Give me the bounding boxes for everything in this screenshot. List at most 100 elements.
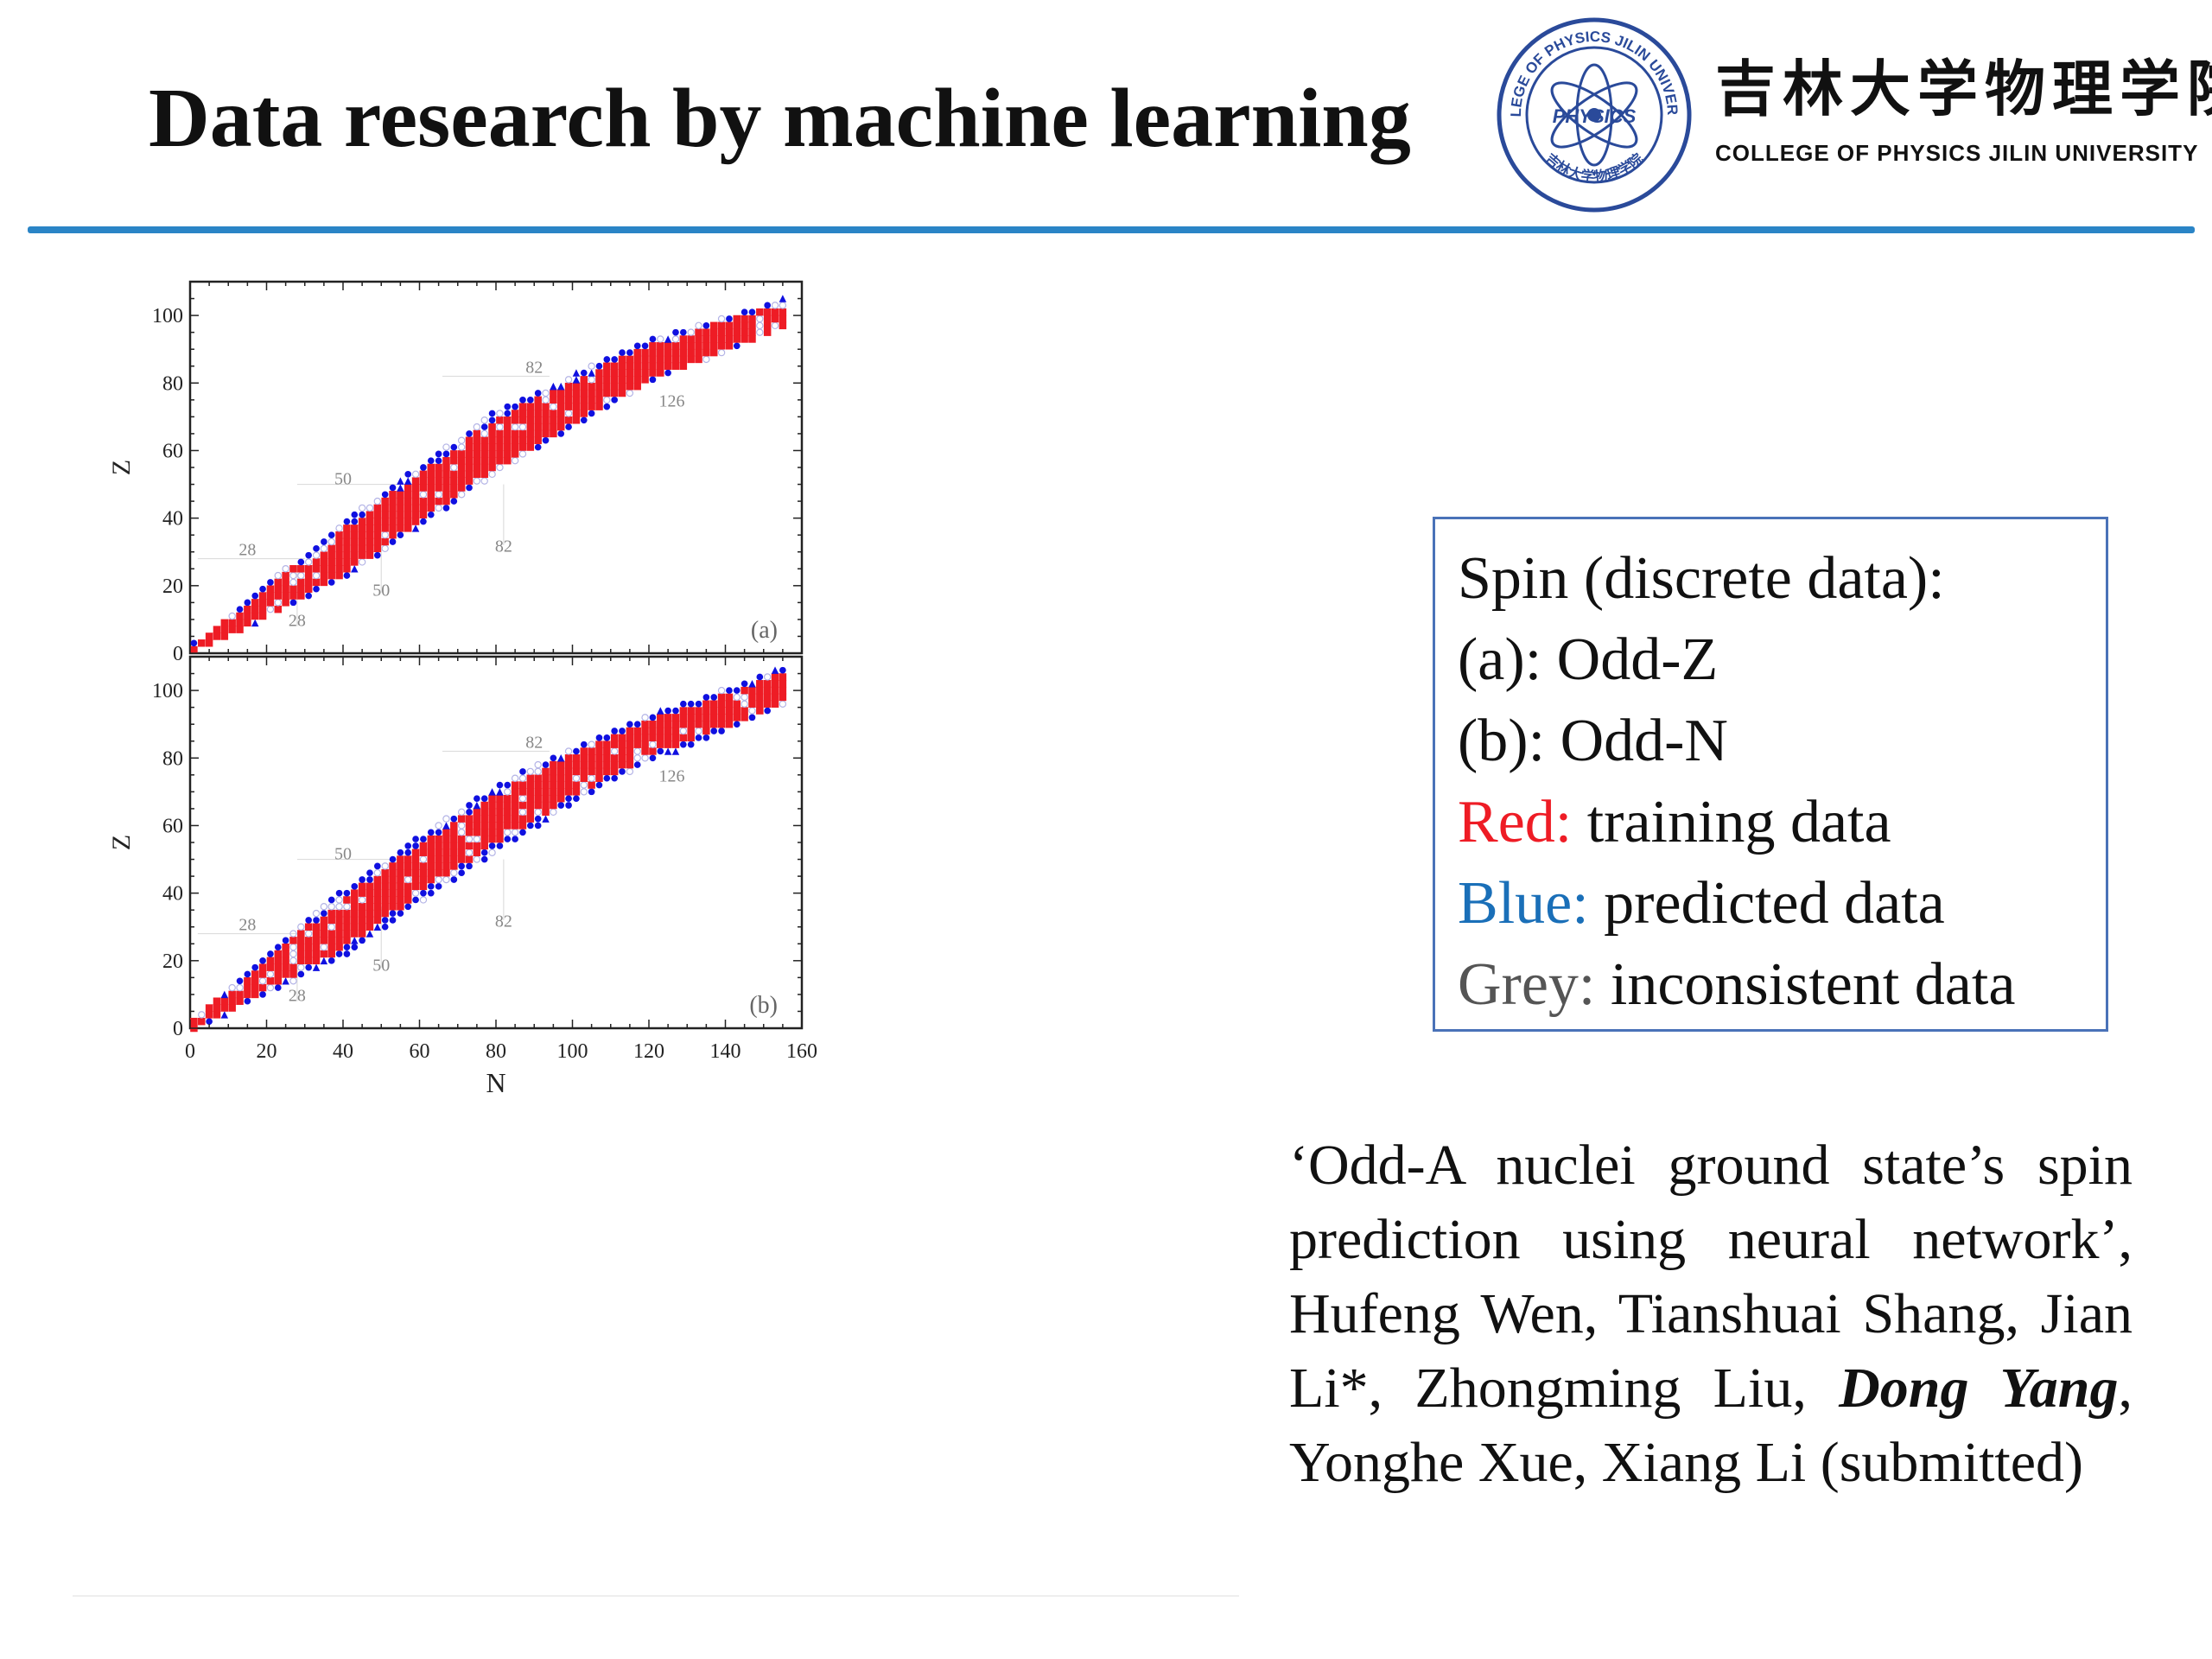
legend-red-label: Red: [1458, 789, 1573, 855]
training-point [450, 491, 458, 499]
magic-number-label: 28 [238, 541, 256, 560]
training-point [335, 909, 343, 918]
training-point [381, 875, 389, 884]
training-point [702, 348, 710, 357]
magic-number-label: 50 [334, 470, 352, 489]
training-point [695, 328, 702, 336]
training-point [550, 410, 557, 417]
inconsistent-point [236, 983, 244, 992]
training-point [282, 592, 289, 600]
y-tick-label: 100 [152, 305, 183, 327]
predicted-point [251, 963, 259, 971]
training-point [465, 477, 474, 485]
predicted-point [404, 477, 412, 485]
training-point [480, 822, 488, 830]
training-point [411, 868, 420, 877]
training-point [473, 822, 481, 830]
training-point [297, 565, 305, 573]
predicted-point [236, 606, 244, 613]
predicted-point [335, 889, 343, 897]
training-point [373, 524, 382, 532]
training-point [610, 382, 619, 391]
inconsistent-point [282, 565, 289, 573]
training-point [236, 612, 244, 620]
panel-label: (a) [751, 617, 778, 644]
predicted-point [580, 369, 588, 377]
inconsistent-point [518, 774, 527, 782]
training-point [389, 862, 397, 870]
training-point [274, 585, 283, 593]
training-point [419, 882, 428, 891]
predicted-point [726, 687, 733, 694]
predicted-point [573, 747, 580, 755]
training-point [419, 477, 428, 485]
training-point [320, 558, 328, 566]
training-point [282, 571, 289, 580]
training-point [603, 389, 611, 397]
training-point [725, 335, 734, 343]
training-point [473, 849, 481, 856]
inconsistent-point [671, 335, 680, 343]
training-point [633, 376, 641, 384]
predicted-point [450, 443, 458, 451]
predicted-point [542, 761, 550, 768]
training-point [542, 781, 550, 789]
training-point [534, 410, 542, 417]
training-point [542, 416, 550, 424]
training-point [251, 599, 259, 607]
inconsistent-point [297, 923, 305, 931]
training-point [641, 720, 649, 728]
training-point [618, 355, 626, 364]
predicted-point [251, 592, 259, 600]
training-point [304, 923, 313, 931]
predicted-point [619, 728, 626, 734]
training-point [511, 450, 519, 458]
training-point [679, 335, 688, 343]
training-point [473, 829, 481, 836]
y-tick-label: 80 [162, 747, 183, 770]
training-point [664, 355, 672, 364]
magic-number-label: 50 [372, 582, 390, 601]
training-point [504, 450, 512, 458]
x-tick-label: 80 [486, 1040, 506, 1063]
legend-panel-b: (b): Odd-N [1458, 708, 1728, 774]
training-point [626, 741, 634, 748]
predicted-point [343, 950, 351, 957]
inconsistent-point [312, 909, 321, 918]
training-point [266, 585, 275, 593]
inconsistent-point [289, 930, 297, 938]
logo-center-text: PHYSICS [1553, 105, 1637, 127]
y-tick-label: 0 [173, 1018, 183, 1040]
predicted-point [496, 781, 504, 789]
training-point [534, 429, 542, 438]
training-point [304, 957, 313, 965]
training-point [213, 626, 221, 633]
predicted-point [504, 781, 512, 789]
legend-red-row: Red: training data [1458, 782, 2106, 863]
training-point [572, 754, 581, 762]
training-point [282, 957, 289, 965]
training-point [258, 983, 267, 992]
predicted-point [320, 957, 328, 965]
x-tick-label: 140 [710, 1040, 741, 1063]
training-point [664, 720, 672, 728]
training-point [419, 849, 428, 856]
predicted-point [687, 741, 695, 748]
training-point [351, 551, 359, 559]
training-point [435, 862, 442, 870]
inconsistent-point [473, 423, 481, 431]
training-point [695, 707, 702, 715]
predicted-point [404, 903, 412, 911]
predicted-point [649, 376, 657, 384]
predicted-point [672, 328, 679, 336]
predicted-point [527, 822, 534, 830]
training-point [595, 754, 603, 762]
training-point [572, 781, 581, 789]
inconsistent-point [534, 760, 542, 769]
training-point [657, 369, 664, 377]
training-point [488, 835, 496, 843]
training-point [427, 875, 435, 884]
predicted-point [351, 518, 359, 525]
predicted-point [748, 308, 756, 316]
axis-ticks [189, 281, 803, 654]
